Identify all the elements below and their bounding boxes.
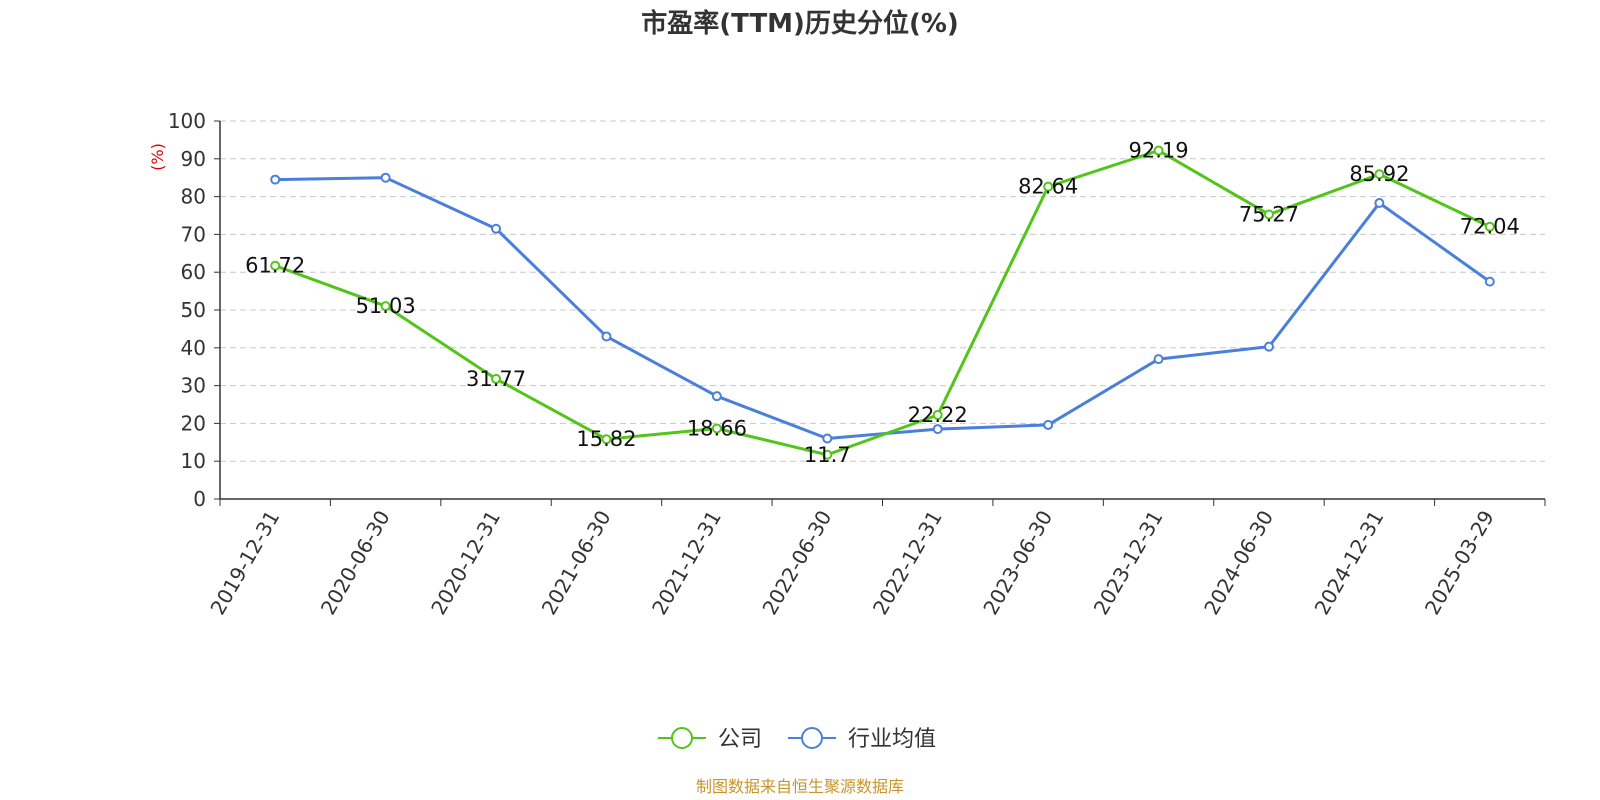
industry-point[interactable] <box>1153 354 1164 365</box>
y-axis-unit: (%) <box>148 143 167 171</box>
data-label: 51.03 <box>356 294 416 318</box>
industry-point[interactable] <box>491 223 502 234</box>
legend-marker <box>801 727 823 749</box>
company-point[interactable] <box>380 301 391 312</box>
company-point[interactable] <box>601 434 612 445</box>
data-label: 61.72 <box>245 254 305 278</box>
x-tick-label: 2024-12-31 <box>1310 506 1389 619</box>
company-point[interactable] <box>711 423 722 434</box>
chart-title: 市盈率(TTM)历史分位(%) <box>641 8 959 39</box>
series-layer <box>270 145 1495 460</box>
legend-item-company[interactable]: 公司 <box>658 727 762 752</box>
data-label: 92.19 <box>1128 139 1188 163</box>
company-point[interactable] <box>1263 209 1274 220</box>
company-point[interactable] <box>932 410 943 421</box>
data-label: 11.7 <box>804 443 851 467</box>
y-tick-label: 0 <box>193 487 206 511</box>
legend-marker <box>671 727 693 749</box>
legend-item-industry[interactable]: 行业均值 <box>788 727 936 752</box>
x-tick-label: 2020-12-31 <box>426 506 505 619</box>
industry-point[interactable] <box>822 433 833 444</box>
x-tick-label: 2021-12-31 <box>647 506 726 619</box>
series-line-company <box>274 149 1491 457</box>
y-tick-label: 70 <box>181 222 206 246</box>
data-label: 82.64 <box>1018 175 1078 199</box>
industry-point[interactable] <box>711 391 722 402</box>
x-tick-label: 2023-06-30 <box>978 506 1057 619</box>
series-line-industry <box>275 176 1491 441</box>
x-tick-label: 2024-06-30 <box>1199 506 1278 619</box>
data-label: 85.92 <box>1349 162 1409 186</box>
industry-point[interactable] <box>270 174 281 185</box>
y-tick-label: 50 <box>181 298 206 322</box>
legend-label: 行业均值 <box>848 727 936 752</box>
x-tick-label: 2019-12-31 <box>205 506 284 619</box>
y-tick-label: 100 <box>168 109 206 133</box>
y-tick-label: 90 <box>181 147 206 171</box>
legend-label: 公司 <box>718 727 762 752</box>
industry-point[interactable] <box>932 424 943 435</box>
x-tick-label: 2021-06-30 <box>537 506 616 619</box>
company-point[interactable] <box>270 260 281 271</box>
industry-point[interactable] <box>601 331 612 342</box>
y-tick-label: 40 <box>181 336 206 360</box>
data-label: 15.82 <box>576 427 636 451</box>
company-point[interactable] <box>822 449 833 460</box>
grid-lines <box>220 120 1545 462</box>
industry-point[interactable] <box>1484 276 1495 287</box>
company-point[interactable] <box>1484 221 1495 232</box>
industry-point[interactable] <box>380 172 391 183</box>
legend[interactable]: 公司 行业均值 <box>658 727 936 752</box>
company-point[interactable] <box>1153 145 1164 156</box>
company-point[interactable] <box>491 373 502 384</box>
y-tick-label: 80 <box>181 185 206 209</box>
x-tick-label: 2020-06-30 <box>316 506 395 619</box>
data-label: 31.77 <box>466 367 526 391</box>
x-tick-label: 2023-12-31 <box>1089 506 1168 619</box>
x-tick-label: 2022-12-31 <box>868 506 947 619</box>
data-label: 22.22 <box>908 403 968 427</box>
y-tick-label: 60 <box>181 260 206 284</box>
company-point[interactable] <box>1043 181 1054 192</box>
data-label: 75.27 <box>1239 202 1299 226</box>
source-note: 制图数据来自恒生聚源数据库 <box>696 777 904 796</box>
x-tick-label: 2025-03-29 <box>1420 506 1499 619</box>
axes: 0 10 20 30 40 50 60 70 80 90 100 2019-12-31 2020-06-… <box>168 109 1546 619</box>
data-label: 72.04 <box>1460 215 1520 239</box>
industry-point[interactable] <box>1043 419 1054 430</box>
industry-point[interactable] <box>1374 198 1385 209</box>
y-tick-label: 10 <box>181 449 206 473</box>
industry-point[interactable] <box>1263 341 1274 352</box>
data-label: 18.66 <box>687 416 747 440</box>
data-label-layer: 61.72 51.03 31.77 15.82 18.66 11.7 22.22 82.64 9… <box>245 139 1520 467</box>
company-point[interactable] <box>1374 169 1385 180</box>
y-tick-label: 20 <box>181 411 206 435</box>
y-tick-label: 30 <box>181 374 206 398</box>
x-tick-label: 2022-06-30 <box>757 506 836 619</box>
